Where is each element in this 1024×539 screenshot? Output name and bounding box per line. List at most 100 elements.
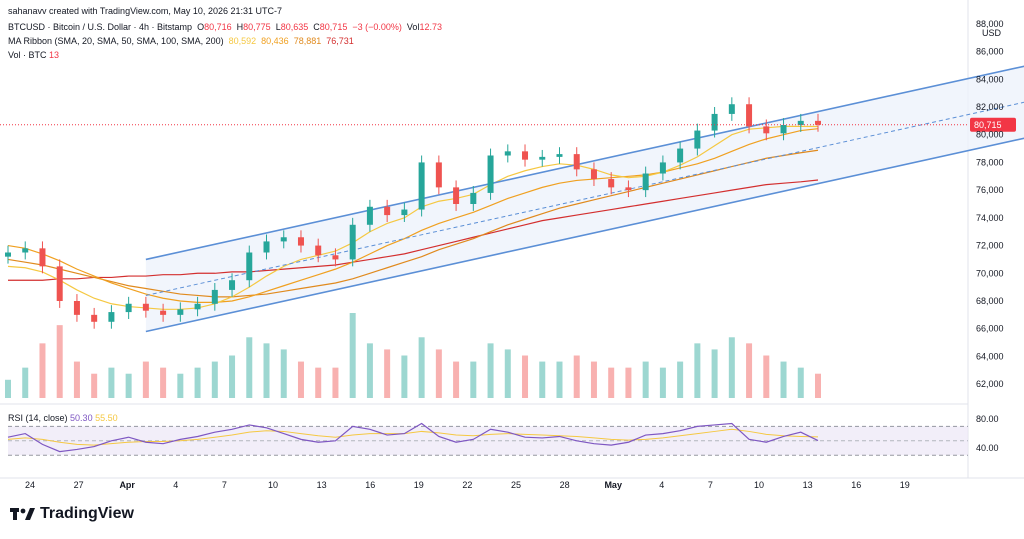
time-axis-tick: May [604, 480, 622, 490]
candle-body [504, 151, 511, 156]
channel-fill [145, 66, 1024, 332]
candle-body [91, 314, 98, 322]
volume-bar [677, 361, 684, 398]
price-axis-tick: 78,000 [976, 157, 1004, 167]
symbol-legend: BTCUSD · Bitcoin / U.S. Dollar · 4h · Bi… [8, 22, 442, 32]
volume-bar [763, 355, 770, 398]
price-axis-tick: 84,000 [976, 74, 1004, 84]
volume-bar [556, 361, 563, 398]
volume-bar [590, 361, 597, 398]
candle-body [332, 255, 339, 260]
candle-body [435, 162, 442, 188]
candle-body [246, 252, 253, 281]
volume-bar [573, 355, 580, 398]
candle-body [625, 187, 632, 191]
candle-body [470, 192, 477, 204]
time-axis-tick: 16 [365, 480, 375, 490]
volume-bar [22, 367, 29, 398]
time-axis-tick: 19 [900, 480, 910, 490]
ma-line-sma200 [8, 179, 819, 281]
volume-bar [366, 343, 373, 398]
time-axis-tick: 4 [659, 480, 664, 490]
candle-body [142, 303, 149, 311]
candle-body [746, 104, 753, 127]
price-axis-tick: 64,000 [976, 351, 1004, 361]
rsi-legend: RSI (14, close) 50.30 55.50 [8, 413, 118, 423]
ma-ribbon-legend: MA Ribbon (SMA, 20, SMA, 50, SMA, 100, S… [8, 36, 354, 46]
candle-body [418, 162, 425, 210]
time-axis-tick: 22 [462, 480, 472, 490]
volume-bar [728, 337, 735, 398]
volume-bar [160, 367, 167, 398]
channel-lower-line [145, 137, 1024, 333]
ma-line-sma50 [7, 128, 819, 303]
price-axis-tick: 82,000 [976, 102, 1004, 112]
candle-body [108, 312, 115, 322]
volume-bar [246, 337, 253, 398]
volume-bar [625, 367, 632, 398]
volume-bar [142, 361, 149, 398]
candle-body [590, 169, 597, 180]
tradingview-logo-icon [10, 508, 35, 520]
volume-bar [108, 367, 115, 398]
candle-body [263, 241, 270, 253]
volume-bar [349, 313, 356, 398]
candle-body [780, 125, 787, 134]
price-axis-tick: 62,000 [976, 379, 1004, 389]
volume-bar [91, 373, 98, 398]
volume-bar [711, 349, 718, 398]
time-axis-tick: Apr [119, 480, 135, 490]
time-axis-tick: 10 [754, 480, 764, 490]
volume-bar [263, 343, 270, 398]
candle-body [763, 126, 770, 134]
candle-body [487, 155, 494, 193]
price-axis-tick: 68,000 [976, 296, 1004, 306]
candle-body [694, 130, 701, 149]
time-axis-tick: 13 [803, 480, 813, 490]
candle-body [797, 120, 804, 126]
time-axis-tick: 25 [511, 480, 521, 490]
price-axis-tick: 88,000 [976, 19, 1004, 29]
candle-body [522, 151, 529, 160]
candle-body [711, 113, 718, 131]
volume-bar [659, 367, 666, 398]
volume-bar [39, 343, 46, 398]
volume-bar [332, 367, 339, 398]
candle-body [22, 248, 29, 253]
candle-body [194, 303, 201, 310]
candle-body [659, 162, 666, 174]
channel-mid-line [145, 101, 1024, 296]
author-line: sahanavv created with TradingView.com, M… [8, 6, 282, 16]
volume-bar [229, 355, 236, 398]
volume-bar [418, 337, 425, 398]
volume-bar [211, 361, 218, 398]
volume-legend: Vol · BTC 13 [8, 50, 60, 60]
candle-body [384, 206, 391, 216]
time-axis-tick: 7 [708, 480, 713, 490]
volume-bar [453, 361, 460, 398]
volume-bar [401, 355, 408, 398]
candle-body [401, 209, 408, 216]
volume-bar [746, 343, 753, 398]
candle-body [177, 309, 184, 315]
price-axis-tick: 80,000 [976, 130, 1004, 140]
ma-line-sma100 [7, 149, 819, 298]
candle-body [315, 245, 322, 256]
volume-bar [177, 373, 184, 398]
time-axis-tick: 28 [560, 480, 570, 490]
candle-body [280, 237, 287, 242]
volume-bar [56, 325, 63, 398]
price-axis-tick: 72,000 [976, 241, 1004, 251]
volume-bar [73, 361, 80, 398]
time-axis-tick: 24 [25, 480, 35, 490]
candle-body [229, 280, 236, 290]
candle-body [56, 266, 63, 301]
rsi-axis-tick: 80.00 [976, 414, 999, 424]
candle-body [642, 173, 649, 191]
volume-bar [384, 349, 391, 398]
volume-bar [522, 355, 529, 398]
candle-body [453, 187, 460, 204]
candle-body [211, 289, 218, 304]
last-price-tag [970, 117, 1016, 132]
